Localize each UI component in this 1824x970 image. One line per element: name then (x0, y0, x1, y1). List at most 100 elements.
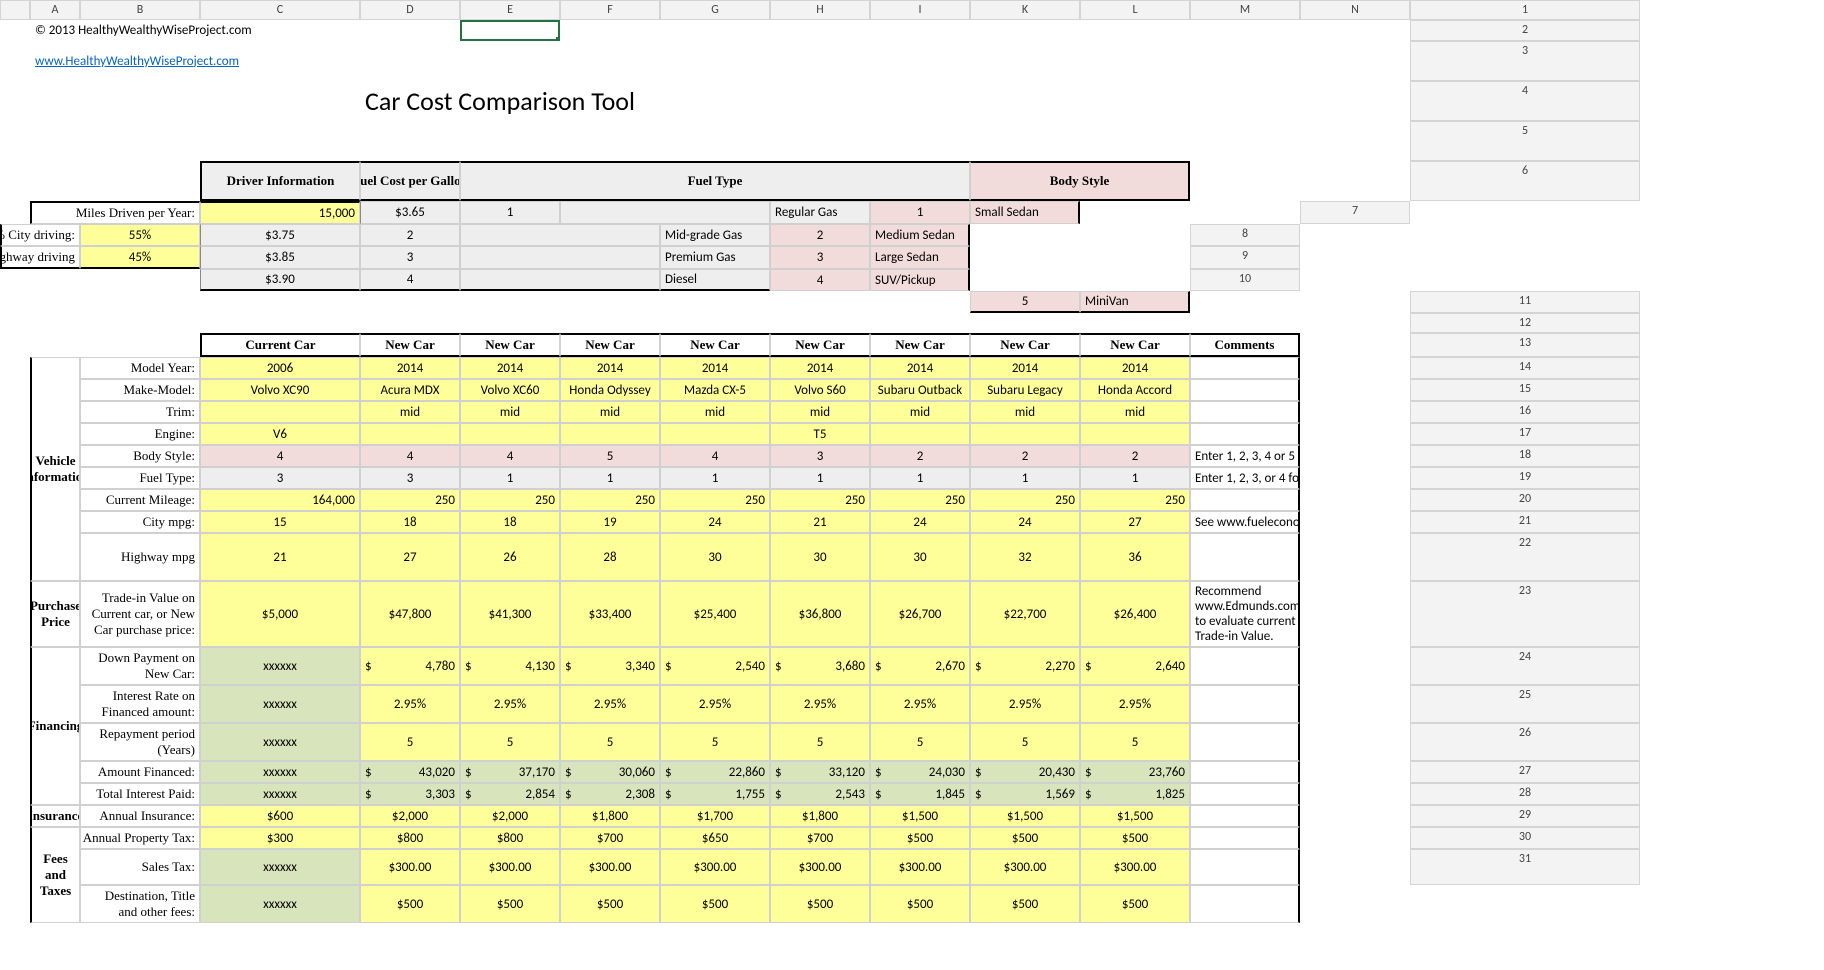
fuel-type-num[interactable]: 2 (360, 224, 460, 246)
value-cell[interactable]: 24 (970, 511, 1080, 533)
fuel-type-num[interactable]: 1 (460, 201, 560, 224)
value-cell[interactable]: Honda Odyssey (560, 379, 660, 401)
row-header[interactable]: 15 (1410, 379, 1640, 401)
value-cell[interactable]: $1,800 (560, 805, 660, 827)
value-cell[interactable]: 2014 (460, 357, 560, 379)
value-cell[interactable]: xxxxxx (200, 783, 360, 805)
body-name[interactable]: Medium Sedan (870, 224, 970, 246)
value-cell[interactable]: $25,400 (660, 581, 770, 647)
row-header[interactable]: 14 (1410, 357, 1640, 379)
value-cell[interactable]: 250 (1080, 489, 1190, 511)
value-cell[interactable]: $700 (770, 827, 870, 849)
col-header-H[interactable]: H (770, 0, 870, 20)
row-header[interactable]: 30 (1410, 827, 1640, 849)
row-header[interactable]: 20 (1410, 489, 1640, 511)
value-cell[interactable]: 2014 (970, 357, 1080, 379)
row-header[interactable]: 18 (1410, 445, 1640, 467)
value-cell[interactable]: 5 (560, 445, 660, 467)
value-cell[interactable]: 21 (770, 511, 870, 533)
value-cell[interactable]: $2,640 (1080, 647, 1190, 685)
value-cell[interactable]: Subaru Legacy (970, 379, 1080, 401)
row-header[interactable]: 19 (1410, 467, 1640, 489)
value-cell[interactable]: 5 (870, 723, 970, 761)
col-header-F[interactable]: F (560, 0, 660, 20)
fuel-type-name[interactable]: Regular Gas (770, 201, 870, 224)
driver-value[interactable]: 55% (80, 224, 200, 246)
value-cell[interactable]: $23,760 (1080, 761, 1190, 783)
value-cell[interactable]: 15 (200, 511, 360, 533)
fuel-type-num[interactable]: 4 (360, 269, 460, 291)
value-cell[interactable] (870, 423, 970, 445)
value-cell[interactable]: $41,300 (460, 581, 560, 647)
value-cell[interactable]: 3 (200, 467, 360, 489)
value-cell[interactable]: 250 (460, 489, 560, 511)
value-cell[interactable]: 2.95% (560, 685, 660, 723)
fuel-type-name[interactable]: Premium Gas (660, 246, 770, 269)
value-cell[interactable]: 2006 (200, 357, 360, 379)
value-cell[interactable]: mid (560, 401, 660, 423)
value-cell[interactable]: xxxxxx (200, 761, 360, 783)
fuel-cost[interactable]: $3.90 (200, 269, 360, 291)
row-header[interactable]: 8 (1190, 224, 1300, 246)
value-cell[interactable] (460, 423, 560, 445)
value-cell[interactable]: 32 (970, 533, 1080, 581)
row-header[interactable]: 5 (1410, 121, 1640, 161)
value-cell[interactable]: $24,030 (870, 761, 970, 783)
col-header-I[interactable]: I (870, 0, 970, 20)
value-cell[interactable]: 1 (970, 467, 1080, 489)
fuel-type-num[interactable]: 3 (360, 246, 460, 269)
value-cell[interactable]: 250 (970, 489, 1080, 511)
value-cell[interactable]: $500 (970, 885, 1080, 923)
value-cell[interactable]: 2.95% (460, 685, 560, 723)
value-cell[interactable]: $2,000 (460, 805, 560, 827)
value-cell[interactable]: $20,430 (970, 761, 1080, 783)
value-cell[interactable]: $300 (200, 827, 360, 849)
value-cell[interactable]: $1,845 (870, 783, 970, 805)
value-cell[interactable]: Volvo XC60 (460, 379, 560, 401)
value-cell[interactable]: 36 (1080, 533, 1190, 581)
value-cell[interactable]: 2014 (560, 357, 660, 379)
value-cell[interactable]: $500 (460, 885, 560, 923)
col-header-L[interactable]: L (1080, 0, 1190, 20)
value-cell[interactable]: 5 (970, 723, 1080, 761)
value-cell[interactable]: $47,800 (360, 581, 460, 647)
body-name[interactable]: MiniVan (1080, 291, 1190, 313)
row-header[interactable]: 16 (1410, 401, 1640, 423)
value-cell[interactable]: $2,270 (970, 647, 1080, 685)
value-cell[interactable] (660, 423, 770, 445)
value-cell[interactable]: $600 (200, 805, 360, 827)
row-header[interactable]: 29 (1410, 805, 1640, 827)
active-cell[interactable] (460, 20, 560, 41)
value-cell[interactable]: 1 (770, 467, 870, 489)
value-cell[interactable]: 21 (200, 533, 360, 581)
value-cell[interactable] (970, 423, 1080, 445)
row-header[interactable]: 9 (1190, 246, 1300, 269)
driver-value[interactable]: 15,000 (200, 201, 360, 224)
value-cell[interactable]: $300.00 (460, 849, 560, 885)
row-header[interactable]: 22 (1410, 533, 1640, 581)
row-header[interactable]: 4 (1410, 81, 1640, 121)
value-cell[interactable]: $500 (970, 827, 1080, 849)
value-cell[interactable]: 3 (360, 467, 460, 489)
value-cell[interactable]: 2014 (770, 357, 870, 379)
value-cell[interactable]: $500 (770, 885, 870, 923)
value-cell[interactable]: 1 (1080, 467, 1190, 489)
body-num[interactable]: 2 (770, 224, 870, 246)
value-cell[interactable]: $1,755 (660, 783, 770, 805)
value-cell[interactable]: xxxxxx (200, 647, 360, 685)
value-cell[interactable]: $2,308 (560, 783, 660, 805)
value-cell[interactable]: xxxxxx (200, 849, 360, 885)
value-cell[interactable]: $4,780 (360, 647, 460, 685)
value-cell[interactable]: $800 (460, 827, 560, 849)
value-cell[interactable]: $26,400 (1080, 581, 1190, 647)
value-cell[interactable]: $300.00 (970, 849, 1080, 885)
value-cell[interactable]: $22,700 (970, 581, 1080, 647)
row-header[interactable]: 31 (1410, 849, 1640, 885)
value-cell[interactable]: $1,500 (970, 805, 1080, 827)
col-header-D[interactable]: D (360, 0, 460, 20)
value-cell[interactable]: mid (1080, 401, 1190, 423)
col-header-E[interactable]: E (460, 0, 560, 20)
value-cell[interactable]: Honda Accord (1080, 379, 1190, 401)
row-header[interactable]: 27 (1410, 761, 1640, 783)
project-link[interactable]: www.HealthyWealthyWiseProject.com (30, 41, 360, 81)
